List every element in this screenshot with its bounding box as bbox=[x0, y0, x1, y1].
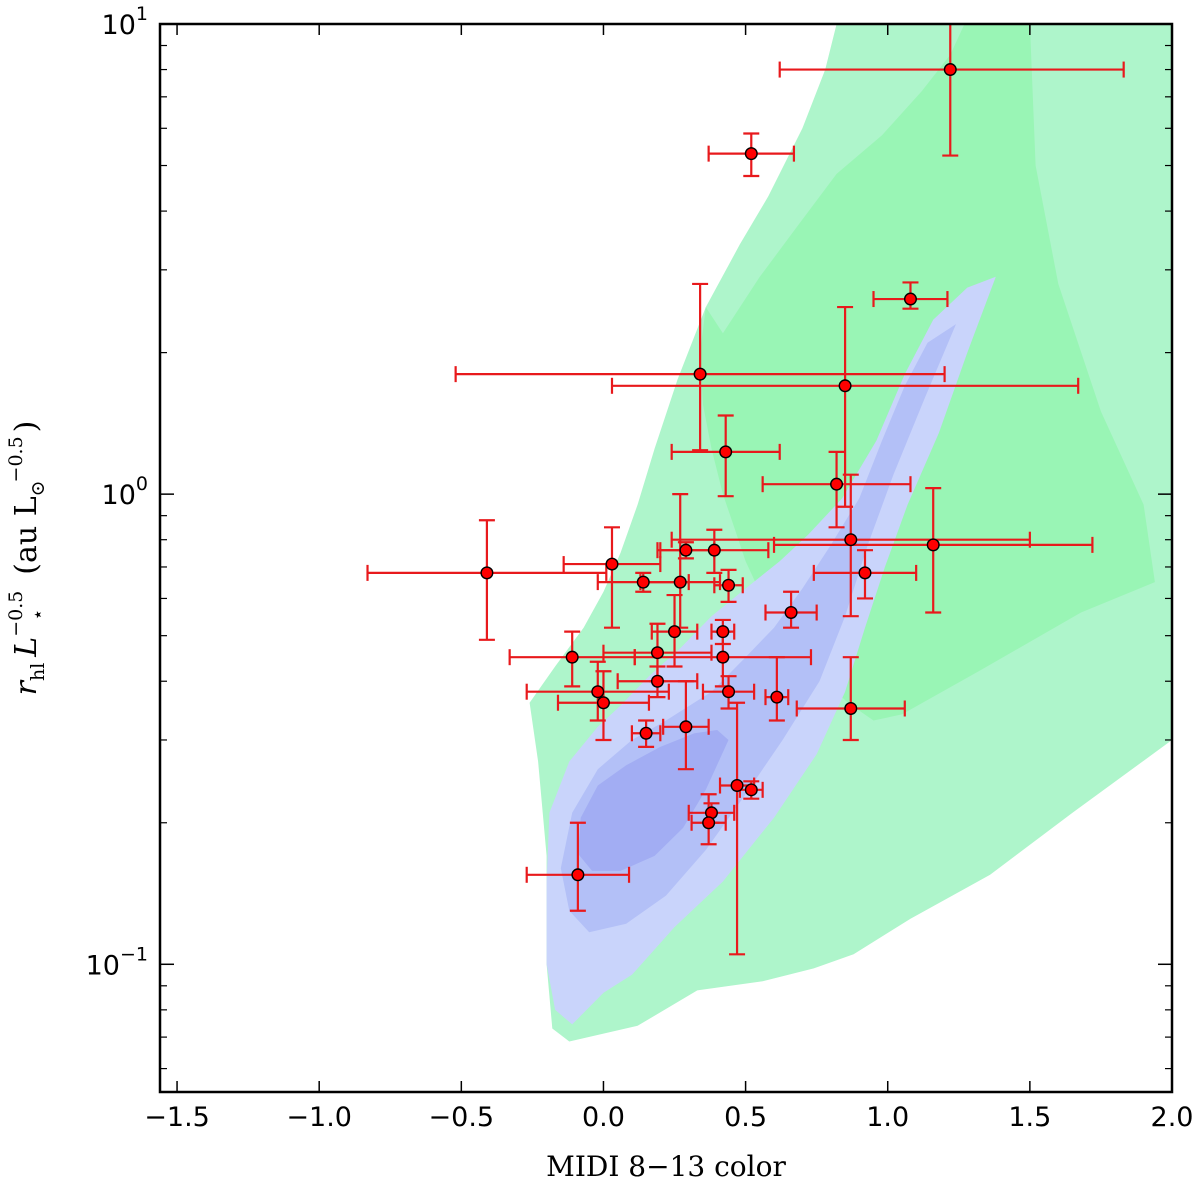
data-point-9 bbox=[707, 543, 721, 557]
x-tick-label: −1.0 bbox=[286, 1102, 352, 1133]
data-point-21 bbox=[650, 646, 664, 660]
data-point-31 bbox=[730, 779, 744, 793]
errorbar-30 bbox=[630, 719, 662, 748]
x-axis-ticks: −1.5 −1.0 −0.5 0.0 0.5 1.0 1.5 2.0 bbox=[144, 24, 1193, 1133]
data-point-8 bbox=[926, 538, 940, 552]
data-point-34 bbox=[702, 816, 716, 830]
data-point-22 bbox=[716, 650, 730, 664]
y-tick-label: 10−1 bbox=[86, 943, 148, 981]
y-axis-ticks: 10−1 100 101 bbox=[86, 3, 1172, 1070]
data-point-0 bbox=[943, 63, 957, 77]
x-tick-label: 0.0 bbox=[582, 1102, 625, 1133]
contour-blue-dark bbox=[577, 730, 729, 871]
y-tick-label: 101 bbox=[102, 3, 148, 41]
data-point-18 bbox=[668, 625, 682, 639]
data-point-17 bbox=[784, 606, 798, 620]
errorbar-31 bbox=[718, 701, 756, 956]
data-point-11 bbox=[605, 557, 619, 571]
data-point-12 bbox=[480, 566, 494, 580]
x-axis-label: MIDI 8−13 color bbox=[546, 1150, 786, 1183]
data-point-24 bbox=[591, 685, 605, 699]
data-point-20 bbox=[565, 650, 579, 664]
data-point-35 bbox=[571, 868, 585, 882]
data-point-4 bbox=[838, 379, 852, 393]
data-point-14 bbox=[636, 575, 650, 589]
data-point-10 bbox=[679, 543, 693, 557]
data-point-32 bbox=[744, 783, 758, 797]
data-point-25 bbox=[722, 685, 736, 699]
plot-frame bbox=[158, 22, 1174, 1094]
data-point-1 bbox=[744, 147, 758, 161]
data-point-28 bbox=[844, 701, 858, 715]
x-tick-label: 0.5 bbox=[724, 1102, 767, 1133]
data-point-3 bbox=[693, 367, 707, 381]
x-tick-label: −1.5 bbox=[144, 1102, 210, 1133]
data-point-7 bbox=[844, 533, 858, 547]
x-tick-label: 1.5 bbox=[1008, 1102, 1051, 1133]
data-point-13 bbox=[858, 566, 872, 580]
data-point-26 bbox=[596, 696, 610, 710]
data-point-23 bbox=[650, 674, 664, 688]
x-tick-label: −0.5 bbox=[429, 1102, 495, 1133]
data-point-16 bbox=[722, 578, 736, 592]
data-point-2 bbox=[903, 292, 917, 306]
data-point-30 bbox=[639, 726, 653, 740]
error-bars bbox=[366, 24, 1125, 956]
x-tick-label: 2.0 bbox=[1151, 1102, 1194, 1133]
data-points bbox=[480, 63, 957, 882]
data-point-6 bbox=[830, 477, 844, 491]
y-tick-label: 100 bbox=[102, 473, 148, 511]
data-point-5 bbox=[719, 445, 733, 459]
data-point-29 bbox=[679, 720, 693, 734]
data-point-15 bbox=[673, 575, 687, 589]
data-point-19 bbox=[716, 625, 730, 639]
data-point-27 bbox=[770, 690, 784, 704]
x-tick-label: 1.0 bbox=[866, 1102, 909, 1133]
y-axis-label: rhlL−0.5⋆(au L⊙−0.5) bbox=[5, 421, 49, 696]
